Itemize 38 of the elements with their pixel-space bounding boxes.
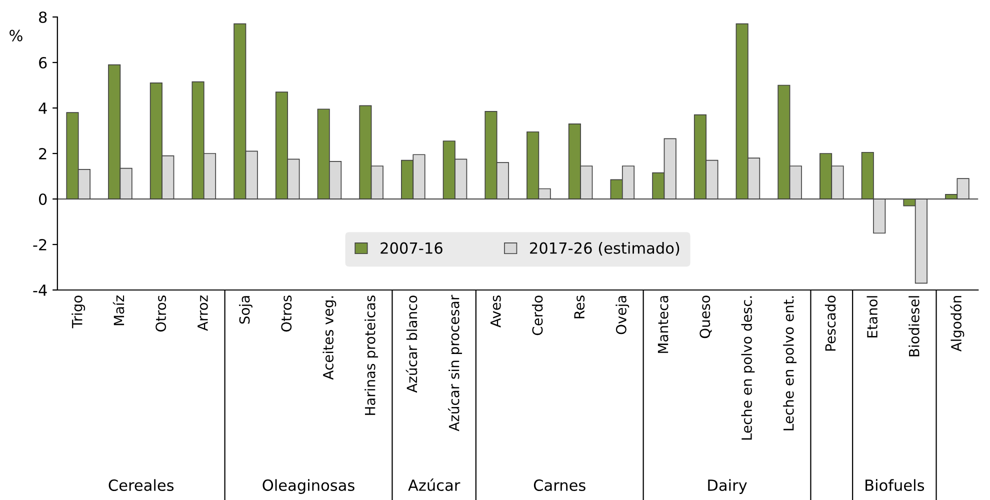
x-tick-label: Biodiesel <box>908 296 920 356</box>
y-tick-label: 4 <box>38 102 47 114</box>
legend-label: 2017-26 (estimado) <box>530 242 680 256</box>
x-tick-label: Pescado <box>824 296 836 351</box>
x-tick-label: Leche en polvo desc. <box>741 296 755 440</box>
text: Dairy <box>708 479 747 494</box>
x-tick-label: Manteca <box>658 296 668 353</box>
y-tick-label: 6 <box>39 56 47 69</box>
x-tick-label: Algodón <box>950 296 964 352</box>
x-tick-label: Trigo <box>72 296 86 328</box>
x-tick-label: Arroz <box>198 295 208 331</box>
legend-label: 2007-16 <box>380 242 442 254</box>
x-tick-label: Queso <box>700 296 712 338</box>
x-tick-label: Leche en polvo ent. <box>783 296 797 430</box>
x-tick-label: Aves <box>490 296 501 328</box>
text: Biofuels <box>866 479 924 491</box>
y-tick-label: 0 <box>38 193 47 206</box>
y-tick-label: -4 <box>33 284 47 296</box>
x-tick-label: Res <box>574 296 585 318</box>
text: Azúcar <box>408 478 460 491</box>
x-tick-label: Otros <box>156 296 166 332</box>
x-tick-label: Aceites veg. <box>322 296 336 380</box>
x-tick-label: Oveja <box>616 296 630 334</box>
y-tick-label: 8 <box>39 11 47 24</box>
y-tick-label: 2 <box>39 148 46 160</box>
x-tick-label: Soja <box>239 296 252 324</box>
text: Oleaginosas <box>262 479 354 494</box>
x-tick-label: Etanol <box>866 296 878 338</box>
y-tick-label: -2 <box>33 238 46 250</box>
text: Cereales <box>108 479 174 491</box>
x-tick-label: Harinas proteicas <box>364 296 378 415</box>
y-axis-title: % <box>10 30 22 42</box>
x-tick-label: Otros <box>281 296 292 332</box>
text: Carnes <box>534 479 586 491</box>
x-tick-label: Azúcar blanco <box>406 296 418 393</box>
x-tick-label: Maíz <box>112 295 124 326</box>
x-tick-label: Azúcar sin procesar <box>448 294 462 432</box>
x-tick-label: Cerdo <box>532 296 543 336</box>
